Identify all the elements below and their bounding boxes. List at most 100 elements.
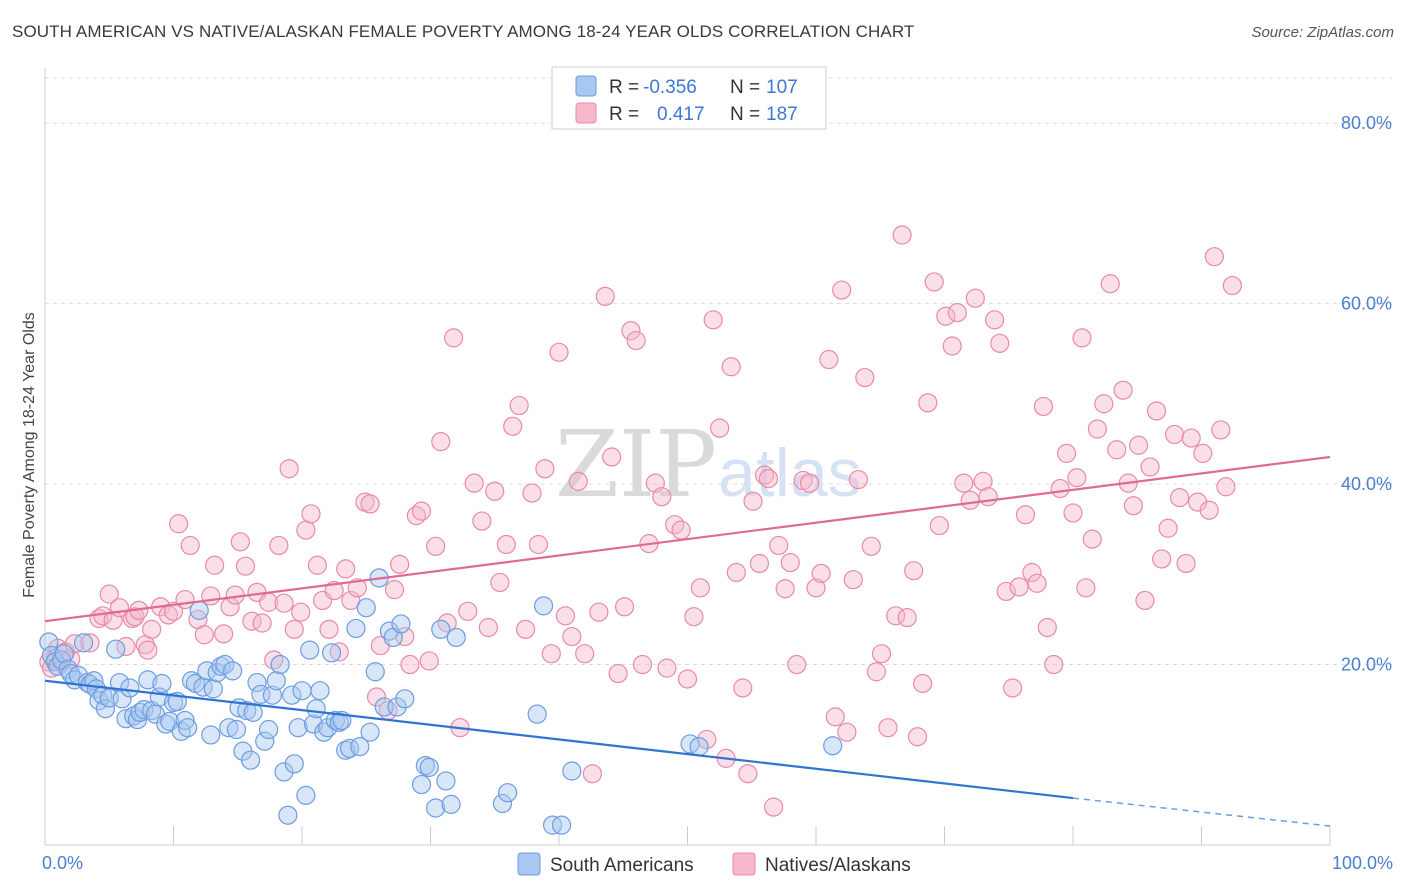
data-point <box>763 797 784 817</box>
data-point <box>541 644 561 664</box>
data-point <box>1056 443 1077 463</box>
data-point <box>106 639 126 659</box>
data-point <box>241 750 261 770</box>
data-point <box>152 673 172 694</box>
data-point <box>806 578 826 598</box>
data-point <box>292 681 312 701</box>
data-point <box>384 580 405 600</box>
trend-line <box>44 679 1074 800</box>
data-point <box>690 578 710 598</box>
legend-n-value-2: 187 <box>766 104 798 125</box>
data-point <box>80 633 100 653</box>
data-point <box>527 704 547 724</box>
data-point <box>589 602 609 622</box>
data-point <box>568 471 588 491</box>
data-point <box>419 757 439 777</box>
data-point <box>175 710 195 731</box>
data-point <box>515 619 536 639</box>
data-point <box>733 678 753 698</box>
data-point <box>1113 380 1133 400</box>
data-point <box>169 514 189 534</box>
trend-line <box>44 455 1331 623</box>
data-point <box>178 718 198 738</box>
data-point <box>180 535 200 556</box>
data-point <box>825 707 845 727</box>
data-point <box>360 494 380 514</box>
grid-lines <box>45 77 1392 666</box>
data-point <box>626 330 646 351</box>
data-point <box>142 619 162 639</box>
data-point <box>689 737 709 757</box>
data-point <box>1033 396 1054 417</box>
data-point <box>1022 562 1042 583</box>
data-point <box>871 644 892 664</box>
data-point <box>1027 573 1047 593</box>
data-point <box>1107 440 1127 460</box>
data-point <box>657 658 677 678</box>
data-point <box>426 798 446 818</box>
data-point <box>721 357 741 377</box>
data-point <box>710 418 730 438</box>
data-point <box>726 562 746 583</box>
data-point <box>329 642 349 662</box>
data-point <box>1181 428 1201 448</box>
x-tick-label: 0.0% <box>42 853 83 873</box>
data-point <box>356 598 376 618</box>
data-point <box>1211 420 1231 440</box>
data-point <box>855 367 875 388</box>
data-point <box>1135 590 1155 611</box>
x-tick-label: 100.0% <box>1332 853 1393 873</box>
data-point <box>1158 518 1178 538</box>
data-point <box>575 644 595 664</box>
legend-swatch-pink <box>575 102 597 124</box>
data-point <box>878 718 898 738</box>
data-point <box>73 633 94 653</box>
data-point <box>274 593 294 613</box>
legend-n-label-1: N = <box>730 77 760 98</box>
data-point <box>278 805 298 825</box>
data-point <box>1076 578 1096 598</box>
data-point <box>1067 468 1087 488</box>
data-point <box>291 602 311 622</box>
data-point <box>347 578 367 598</box>
data-point <box>99 584 119 604</box>
data-point <box>924 272 944 292</box>
data-point <box>738 764 758 784</box>
data-point <box>754 465 775 485</box>
data-point <box>703 310 723 330</box>
data-point <box>472 511 492 531</box>
data-point <box>310 681 330 701</box>
data-point <box>205 555 225 575</box>
data-point <box>270 654 290 675</box>
data-point <box>608 663 628 684</box>
data-point <box>522 483 542 503</box>
data-point <box>562 626 582 647</box>
source-credit: Source: ZipAtlas.com <box>1251 24 1394 41</box>
data-point <box>284 619 304 639</box>
data-point <box>341 590 361 611</box>
data-point <box>127 709 148 730</box>
data-point <box>671 520 691 540</box>
data-point <box>595 286 615 306</box>
data-point <box>279 459 299 479</box>
data-point <box>1128 435 1149 455</box>
legend-r-label-2: R = <box>609 104 639 125</box>
data-point <box>163 601 184 621</box>
data-point <box>684 607 704 627</box>
data-point <box>214 624 234 644</box>
tick-labels: 20.0% 40.0% 60.0% 80.0% 0.0% 100.0% <box>42 113 1393 873</box>
data-point <box>266 671 286 691</box>
data-point <box>201 586 221 606</box>
data-point <box>103 610 123 630</box>
data-point <box>1009 577 1029 597</box>
data-point <box>226 719 247 740</box>
legend-swatch-blue <box>575 75 597 97</box>
data-point <box>837 722 857 742</box>
trend-line-extension <box>1072 797 1331 827</box>
data-point <box>1072 328 1092 348</box>
data-point <box>549 342 569 362</box>
data-point <box>614 597 635 617</box>
correlation-legend: R = -0.356 N = 107 R = 0.417 N = 187 <box>551 66 827 130</box>
data-point <box>1003 678 1023 698</box>
data-point <box>284 754 304 774</box>
